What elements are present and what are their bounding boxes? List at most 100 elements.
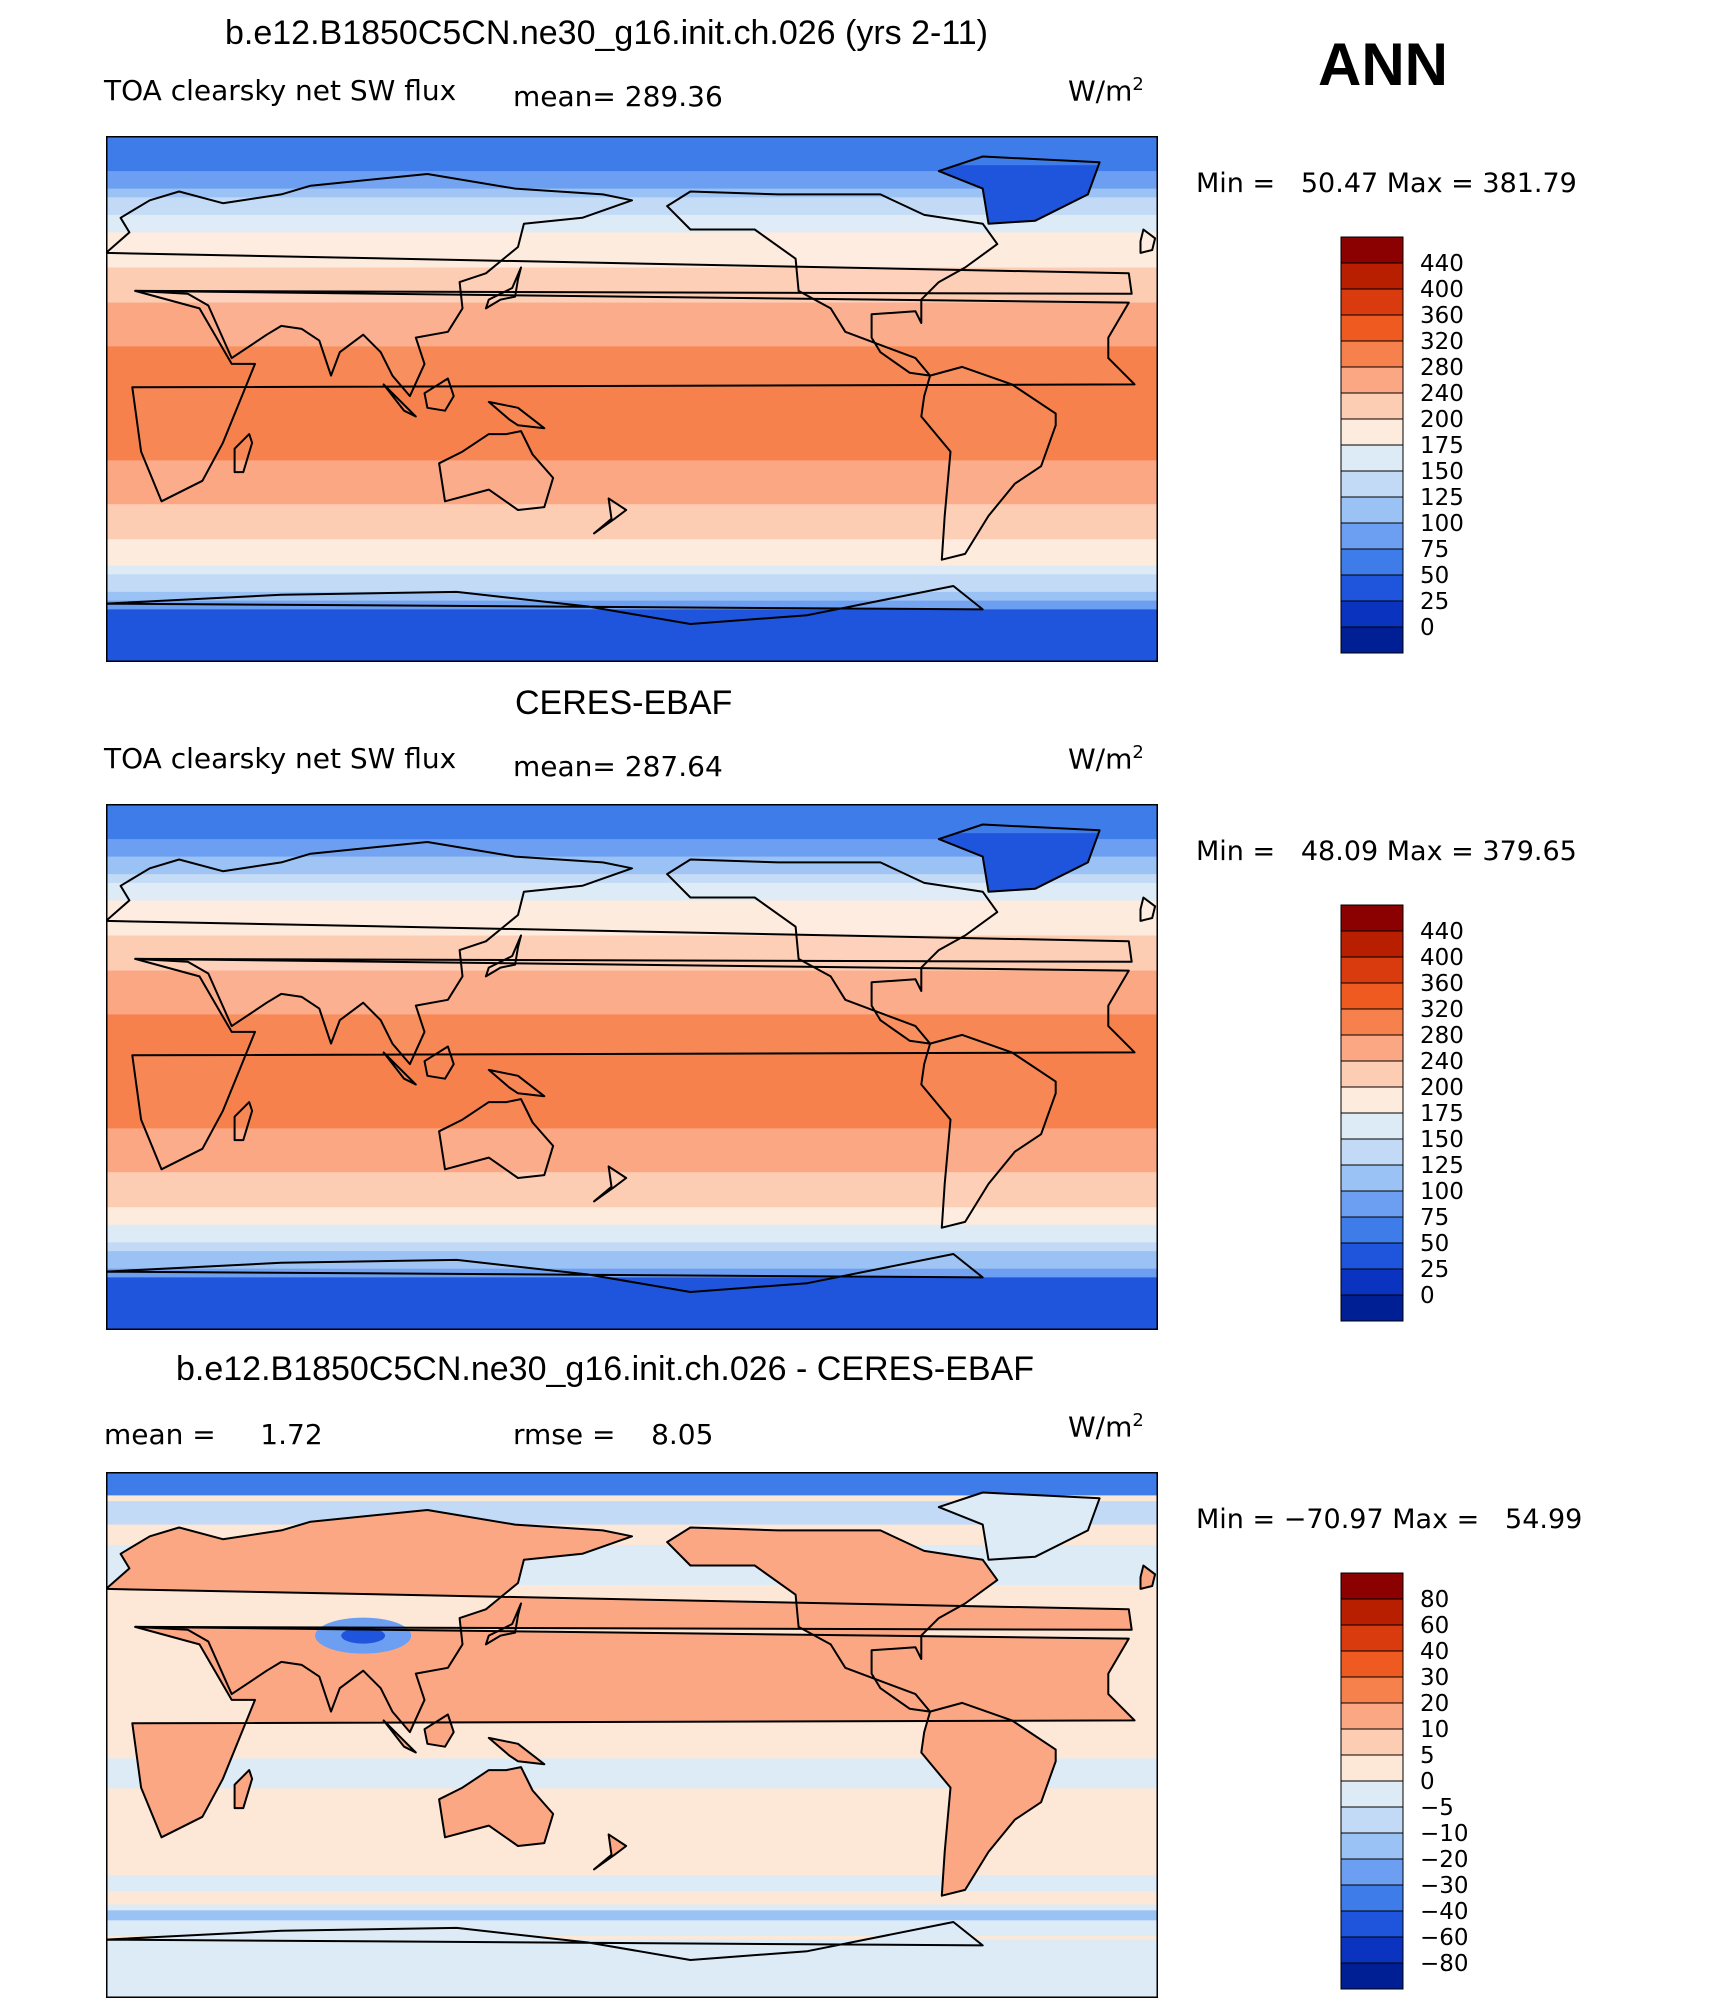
colorbar-swatch — [1340, 1242, 1404, 1270]
zonal-band — [106, 346, 1158, 356]
zonal-band — [106, 320, 1158, 330]
colorbar-swatch — [1340, 1728, 1404, 1756]
colorbar-tick-label: 200 — [1420, 1075, 1464, 1101]
zonal-band — [106, 1172, 1158, 1182]
zonal-band — [106, 830, 1158, 840]
colorbar-tick-label: 100 — [1420, 511, 1464, 537]
coastline — [487, 1068, 546, 1098]
colorbar-tick-label: 320 — [1420, 329, 1464, 355]
colorbar-swatch — [1340, 930, 1404, 958]
zonal-band — [106, 504, 1158, 514]
zonal-band — [106, 944, 1158, 954]
panel-2-min-label: Min = — [1196, 836, 1276, 867]
zonal-band — [106, 1268, 1158, 1278]
zonal-band — [106, 188, 1158, 198]
panel-3-rmse-label: rmse = — [513, 1418, 616, 1451]
coastline — [1139, 228, 1157, 254]
panel-3-units-exp: 2 — [1132, 1410, 1144, 1431]
zonal-band — [106, 1128, 1158, 1138]
coastline — [487, 1736, 546, 1766]
panel-2-units: W/m2 — [1068, 742, 1144, 775]
zonal-band — [106, 900, 1158, 910]
coastline — [937, 155, 1101, 225]
colorbar-tick-label: 25 — [1420, 589, 1449, 615]
colorbar-tick-label: 125 — [1420, 1153, 1464, 1179]
colorbar-tick-label: 150 — [1420, 459, 1464, 485]
zonal-band — [106, 865, 1158, 875]
coastline — [666, 190, 999, 377]
panel-3-map — [106, 1472, 1158, 1998]
zonal-band — [106, 935, 1158, 945]
colorbar-swatch — [1340, 1650, 1404, 1678]
colorbar-swatch — [1340, 1294, 1404, 1322]
zonal-band — [106, 548, 1158, 558]
zonal-band — [106, 162, 1158, 172]
colorbar-tick-label: −80 — [1420, 1951, 1469, 1977]
coastline — [438, 1098, 555, 1179]
colorbar-swatch — [1340, 1008, 1404, 1036]
zonal-band — [106, 293, 1158, 304]
colorbar-tick-label: −10 — [1420, 1821, 1469, 1847]
zonal-band — [106, 486, 1158, 496]
panel-3-rmse-value: 8.05 — [651, 1418, 714, 1451]
panel-3-max-value: 54.99 — [1505, 1504, 1583, 1535]
coastline — [233, 1101, 254, 1142]
zonal-band — [106, 390, 1158, 400]
coastline — [937, 823, 1101, 893]
colorbar-tick-label: 80 — [1420, 1587, 1449, 1613]
colorbar-swatch — [1340, 444, 1404, 472]
zonal-band — [106, 970, 1158, 980]
colorbar-tick-label: 10 — [1420, 1717, 1449, 1743]
zonal-band — [106, 276, 1158, 286]
zonal-band — [106, 1005, 1158, 1015]
colorbar-swatch — [1340, 956, 1404, 984]
zonal-band — [106, 425, 1158, 435]
zonal-band — [106, 1031, 1158, 1042]
zonal-band — [106, 988, 1158, 998]
colorbar-tick-label: 75 — [1420, 537, 1449, 563]
panel-2-mean: mean= 287.64 — [513, 750, 723, 783]
zonal-band — [106, 1180, 1158, 1191]
panel-1-units: W/m2 — [1068, 74, 1144, 107]
zonal-band — [106, 434, 1158, 444]
zonal-band — [106, 979, 1158, 989]
coastline — [382, 383, 417, 418]
coastline — [131, 1625, 1136, 1839]
zonal-band — [106, 1216, 1158, 1226]
panel-1-mean-label: mean= — [513, 80, 616, 113]
coastline — [106, 841, 1133, 1066]
zonal-band — [106, 1242, 1158, 1252]
zonal-band — [106, 302, 1158, 312]
colorbar-swatch — [1340, 262, 1404, 290]
coastline — [106, 1509, 1133, 1734]
colorbar-swatch — [1340, 548, 1404, 576]
colorbar-swatch — [1340, 1702, 1404, 1730]
colorbar-swatch — [1340, 600, 1404, 628]
panel-2-title: CERES-EBAF — [515, 684, 733, 722]
zonal-band — [106, 197, 1158, 207]
colorbar-tick-label: 400 — [1420, 277, 1464, 303]
zonal-band — [106, 1137, 1158, 1147]
colorbar-tick-label: −40 — [1420, 1899, 1469, 1925]
colorbar-swatch — [1340, 904, 1404, 932]
panel-2-mean-value: 287.64 — [624, 750, 723, 783]
colorbar-tick-label: 360 — [1420, 971, 1464, 997]
zonal-band — [106, 1058, 1158, 1068]
coastline — [937, 1491, 1101, 1561]
panel-1-mean: mean= 289.36 — [513, 80, 723, 113]
colorbar-swatch — [1340, 1138, 1404, 1166]
colorbar-swatch — [1340, 1780, 1404, 1808]
colorbar-swatch — [1340, 1754, 1404, 1782]
coastline — [484, 934, 522, 978]
colorbar-tick-label: −20 — [1420, 1847, 1469, 1873]
colorbar-swatch — [1340, 470, 1404, 498]
panel-3-max-label: Max = — [1392, 1504, 1480, 1535]
colorbar-swatch — [1340, 496, 1404, 524]
coastline — [106, 1921, 984, 1998]
colorbar-swatch — [1340, 626, 1404, 654]
zonal-band — [106, 856, 1158, 866]
coastline — [106, 173, 1133, 398]
zonal-band — [106, 214, 1158, 225]
colorbar-tick-label: 175 — [1420, 1101, 1464, 1127]
coastline — [920, 1033, 1057, 1229]
